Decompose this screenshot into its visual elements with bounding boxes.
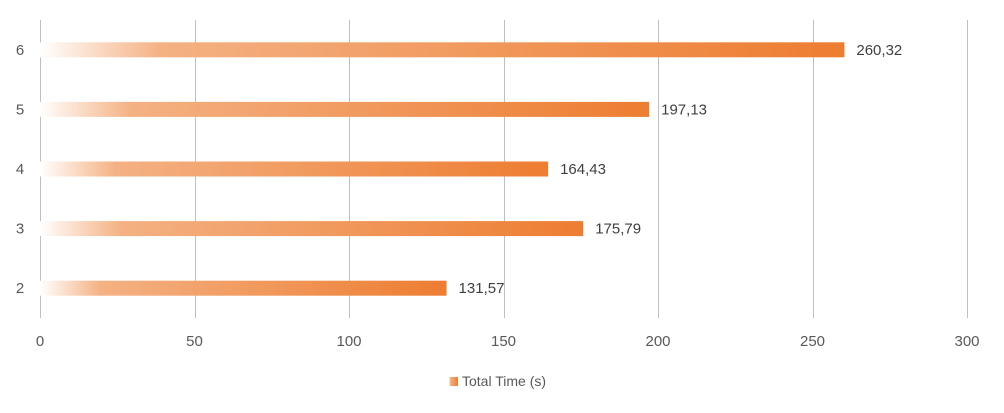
category-label-6: 6: [16, 42, 24, 59]
x-axis-tick-labels: 0 50 100 150 200 250 300: [36, 333, 980, 350]
data-label-3: 175,79: [595, 221, 641, 238]
bars: [40, 42, 845, 296]
x-tick-label-50: 50: [186, 333, 203, 350]
bar-4: [40, 161, 549, 177]
legend: Total Time (s): [449, 373, 546, 389]
data-label-2: 131,57: [459, 280, 505, 297]
data-labels: 131,57 175,79 164,43 197,13 260,32: [459, 42, 903, 297]
legend-label: Total Time (s): [462, 373, 546, 389]
legend-swatch: [449, 377, 458, 386]
category-label-4: 4: [16, 161, 24, 178]
data-label-5: 197,13: [661, 101, 707, 118]
category-label-2: 2: [16, 280, 24, 297]
x-tick-label-250: 250: [800, 333, 825, 350]
category-label-5: 5: [16, 101, 24, 118]
bar-6: [40, 42, 845, 58]
x-tick-label-100: 100: [336, 333, 361, 350]
x-tick-label-150: 150: [491, 333, 516, 350]
category-label-3: 3: [16, 221, 24, 238]
bar-3: [40, 221, 584, 237]
x-tick-label-200: 200: [645, 333, 670, 350]
category-labels: 2 3 4 5 6: [16, 42, 24, 297]
data-label-4: 164,43: [560, 161, 606, 178]
x-tick-label-300: 300: [954, 333, 979, 350]
bar-2: [40, 280, 447, 296]
bar-5: [40, 101, 650, 117]
x-tick-label-0: 0: [36, 333, 44, 350]
data-label-6: 260,32: [856, 42, 902, 59]
